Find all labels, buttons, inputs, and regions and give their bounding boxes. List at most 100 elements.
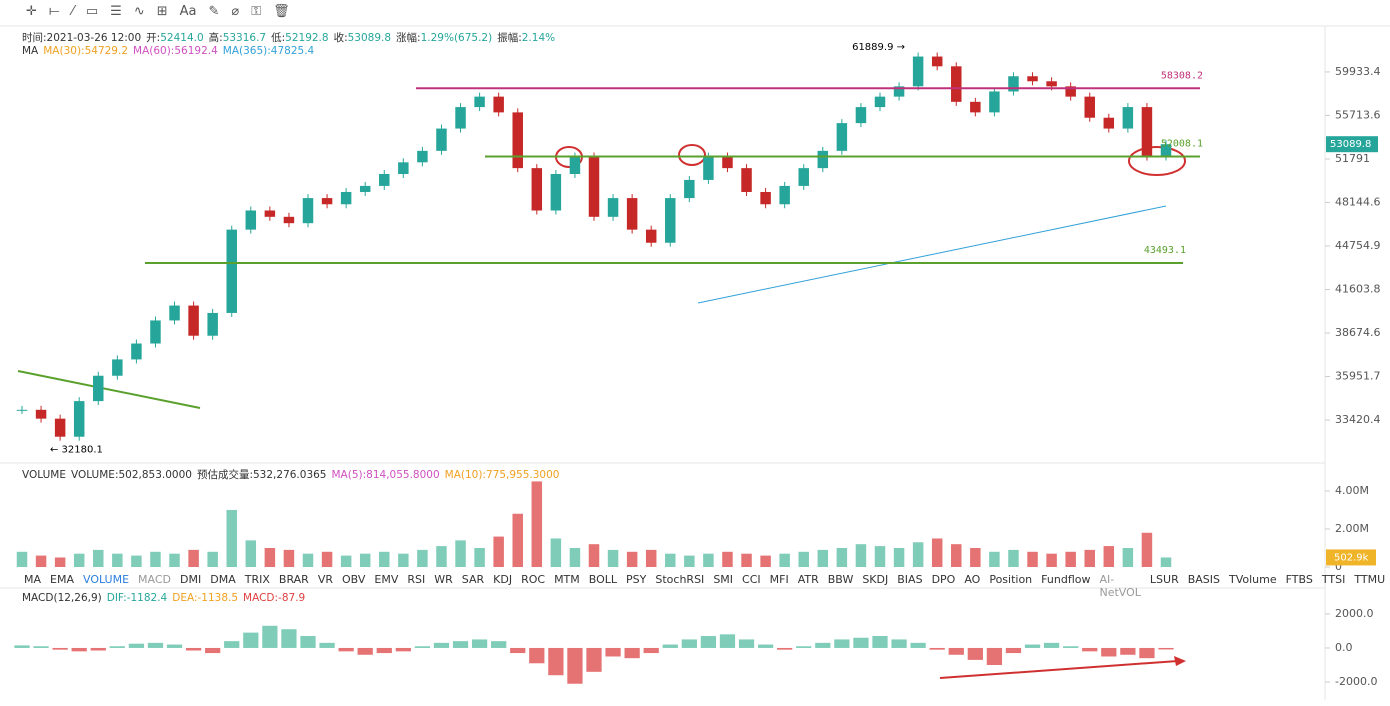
indicator-tab[interactable]: TRIX <box>244 573 270 586</box>
tool-lines[interactable]: ☰ <box>110 4 122 19</box>
volume-bar <box>703 553 714 567</box>
indicator-tab[interactable]: ROC <box>521 573 546 586</box>
indicator-tab[interactable]: SAR <box>461 573 485 586</box>
macd-bar <box>224 641 240 648</box>
tool-magnet[interactable]: ⌀ <box>231 4 240 19</box>
indicator-tab[interactable]: BRAR <box>278 573 309 586</box>
indicator-tab[interactable]: MA <box>24 573 42 586</box>
candle <box>131 343 142 360</box>
volume-bar <box>302 553 314 567</box>
indicator-tab[interactable]: VOLUME <box>82 573 130 586</box>
info-label: 低: <box>271 32 286 44</box>
indicator-tab[interactable]: KDJ <box>493 573 513 586</box>
macd-bar <box>205 647 221 654</box>
indicator-tab[interactable]: LSUR <box>1149 573 1179 586</box>
indicator-name: MACD(12,26,9) <box>22 592 102 604</box>
tool-fib[interactable]: ∿ <box>133 4 145 19</box>
indicator-tab[interactable]: VR <box>317 573 333 586</box>
macd-bar <box>777 647 793 650</box>
candle <box>398 162 409 175</box>
indicator-tab[interactable]: Position <box>989 573 1033 586</box>
candle <box>436 128 447 151</box>
indicator-tab[interactable]: TVolume <box>1229 573 1277 586</box>
indicator-tab[interactable]: DPO <box>931 573 956 586</box>
candle <box>760 191 771 205</box>
info-line: 时间:2021-03-26 12:00 开:52414.0 高:53316.7 低:5… <box>22 30 560 45</box>
indicator-tab[interactable]: MTM <box>554 573 580 586</box>
volume-bar <box>893 547 905 567</box>
indicator-tab[interactable]: WR <box>434 573 453 586</box>
tool-delete[interactable]: 🗑 <box>273 4 290 19</box>
macd-bar <box>1120 647 1136 655</box>
indicator-tab[interactable]: Fundflow <box>1041 573 1091 586</box>
level-label: 52008.1 <box>1161 138 1203 149</box>
candle <box>779 185 790 205</box>
tool-hline[interactable]: ⟝ <box>48 4 60 19</box>
y-tick-label: 41603.8 <box>1335 283 1381 296</box>
indicator-tab[interactable]: TTMU <box>1354 573 1386 586</box>
macd-bar <box>1139 647 1155 659</box>
macd-bar <box>14 645 30 648</box>
candle <box>93 375 104 402</box>
indicator-tab[interactable]: CCI <box>742 573 761 586</box>
indicator-tab[interactable]: BOLL <box>588 573 618 586</box>
macd-bar <box>33 646 49 648</box>
price-tag <box>1326 136 1378 153</box>
toolbar: ✛ ⟝ ⁄ ▭ ☰ ∿ ⊞ Aa ✎ ⌀ ⚿ 🗑 <box>26 4 290 19</box>
candle <box>321 198 333 205</box>
info-label: 涨幅: <box>396 32 421 44</box>
indicator-tab[interactable]: OBV <box>342 573 366 586</box>
indicator-tab[interactable]: SKDJ <box>862 573 889 586</box>
indicator-tab[interactable]: DMI <box>180 573 202 586</box>
info-value: 2021-03-26 12:00 <box>46 32 142 44</box>
tool-lock[interactable]: ⚿ <box>251 4 262 19</box>
tool-text[interactable]: Aa <box>179 4 197 19</box>
candle <box>703 156 714 180</box>
volume-bar <box>931 538 943 567</box>
indicator-tab[interactable]: EMA <box>50 573 74 586</box>
tool-cross[interactable]: ✛ <box>26 4 37 19</box>
macd-bar <box>1101 647 1117 657</box>
candle <box>264 210 276 217</box>
volume-bar <box>874 546 886 567</box>
tool-brush[interactable]: ✎ <box>208 4 220 19</box>
volume-bar <box>16 551 28 567</box>
macd-bar <box>719 634 736 648</box>
indicator-tab[interactable]: BIAS <box>897 573 923 586</box>
indicator-tab[interactable]: ATR <box>797 573 819 586</box>
y-tick-label: 35951.7 <box>1335 370 1381 383</box>
indicator-tab[interactable]: TTSI <box>1321 573 1346 586</box>
volume-bar <box>550 538 562 567</box>
macd-bar <box>967 647 983 660</box>
candle <box>150 320 161 344</box>
indicator-tab[interactable]: FTBS <box>1285 573 1313 586</box>
macd-bar <box>376 647 392 654</box>
price-annotation: 61889.9 → <box>852 42 905 53</box>
volume-bar <box>1027 551 1038 567</box>
tool-measure[interactable]: ⊞ <box>156 4 168 19</box>
indicator-tab[interactable]: SMI <box>713 573 734 586</box>
indicator-tab[interactable]: MFI <box>769 573 789 586</box>
macd-bar <box>586 647 602 672</box>
macd-bar <box>948 647 964 655</box>
y-tick-label: 38674.6 <box>1335 326 1381 339</box>
volume-tag <box>1326 549 1376 566</box>
tool-rect[interactable]: ▭ <box>85 4 99 19</box>
tool-line[interactable]: ⁄ <box>71 4 74 19</box>
indicator-tab[interactable]: AI-NetVOL <box>1099 573 1141 599</box>
indicator-tab[interactable]: MACD <box>138 573 172 586</box>
indicator-tab[interactable]: BBW <box>827 573 854 586</box>
indicator-tab[interactable]: BASIS <box>1187 573 1220 586</box>
indicator-tab[interactable]: DMA <box>210 573 236 586</box>
level-label: 58308.2 <box>1161 70 1203 81</box>
indicator-tab[interactable]: AO <box>964 573 981 586</box>
volume-bar <box>321 551 333 567</box>
indicator-tab[interactable]: PSY <box>626 573 647 586</box>
indicator-tab[interactable]: EMV <box>374 573 399 586</box>
indicator-tab[interactable]: StochRSI <box>655 573 705 586</box>
indicator-tab[interactable]: RSI <box>407 573 426 586</box>
volume-bar <box>970 547 981 567</box>
volume-bar <box>493 536 504 567</box>
macd-bar <box>471 639 488 648</box>
volume-bar <box>1008 549 1019 567</box>
